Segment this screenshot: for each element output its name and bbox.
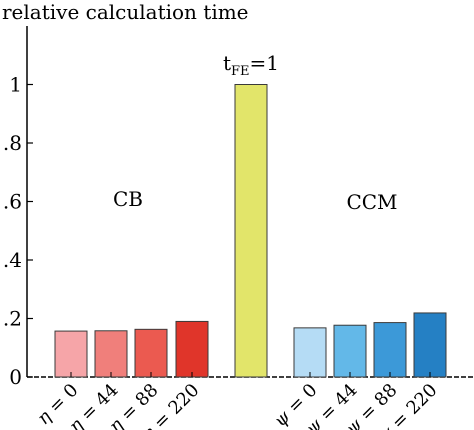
bar bbox=[373, 322, 407, 378]
group-label-ccm: CCM bbox=[346, 190, 397, 214]
bar bbox=[293, 327, 327, 378]
bar bbox=[134, 328, 168, 378]
bar bbox=[413, 312, 447, 378]
bar bbox=[175, 320, 209, 378]
y-tick-label: .4 bbox=[3, 248, 22, 272]
fe-annotation-value: =1 bbox=[250, 51, 279, 75]
y-tick-label: 0 bbox=[9, 365, 22, 389]
bars bbox=[54, 84, 447, 378]
chart-title: relative calculation time bbox=[2, 0, 249, 24]
y-ticks: 0 .2 .4 .6 .8 1 bbox=[3, 73, 33, 389]
bar bbox=[234, 84, 268, 378]
x-tick-symbol: ψ bbox=[374, 422, 399, 430]
group-label-cb: CB bbox=[113, 187, 143, 211]
fe-annotation: tFE=1 bbox=[223, 51, 279, 79]
y-tick-label: .8 bbox=[3, 131, 22, 155]
y-tick-label: .2 bbox=[3, 307, 22, 331]
y-tick-label: .6 bbox=[3, 190, 22, 214]
bar bbox=[333, 324, 367, 378]
y-tick-label: 1 bbox=[9, 73, 22, 97]
fe-annotation-sub: FE bbox=[231, 64, 250, 79]
fe-annotation-main: t bbox=[223, 51, 231, 75]
bar bbox=[54, 330, 88, 378]
bar bbox=[94, 330, 128, 378]
